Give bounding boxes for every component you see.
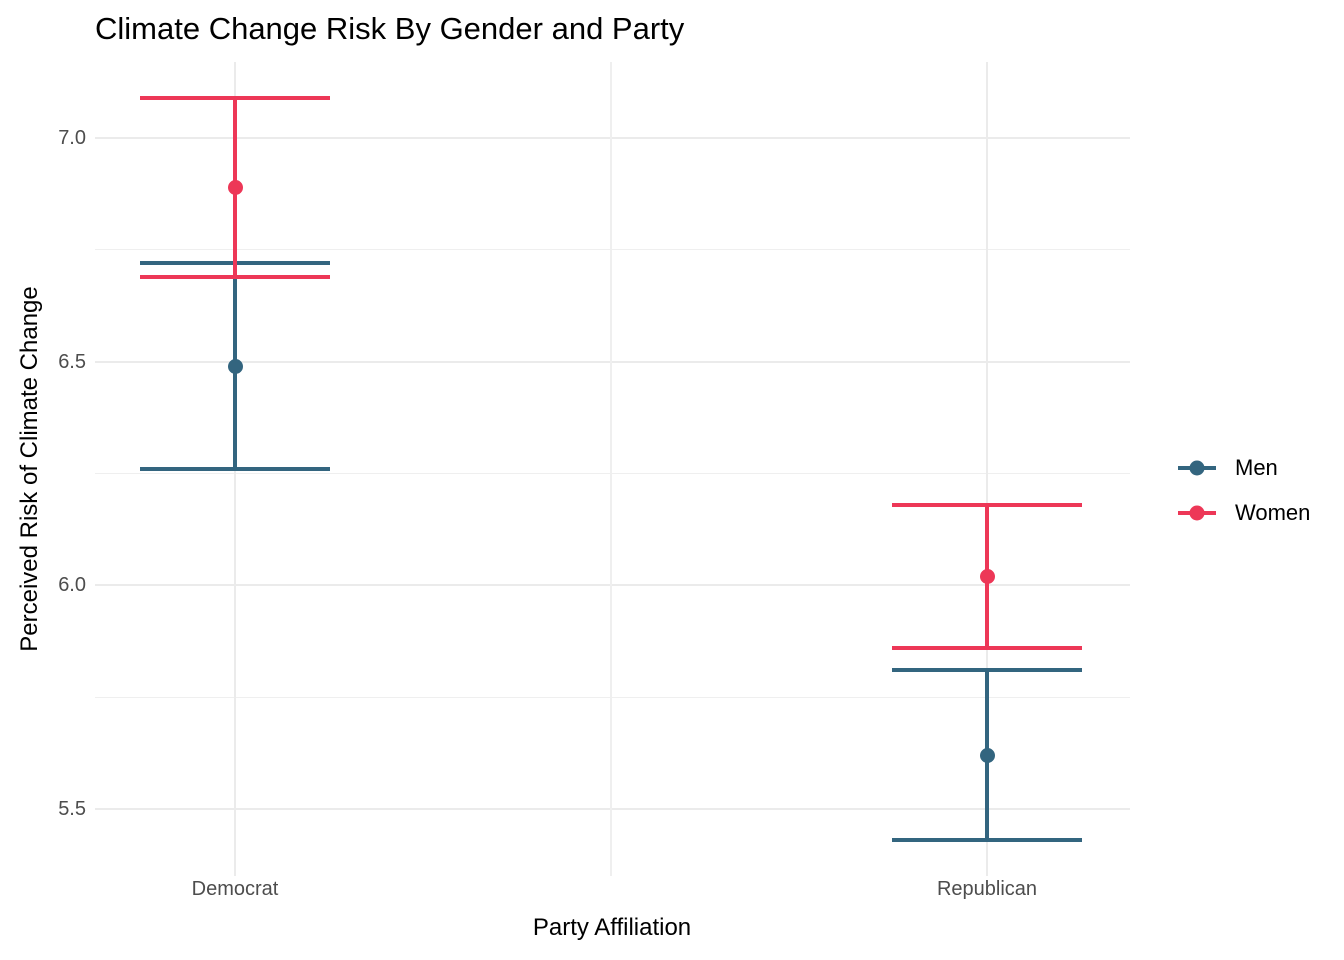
gridline-y-major [95, 137, 1130, 140]
errorbar-cap-lower-men-republican [892, 838, 1082, 843]
point-women-republican [979, 568, 995, 584]
gridline-y-minor [95, 696, 1130, 698]
errorbar-cap-lower-women-democrat [140, 274, 330, 279]
x-tick-label-democrat: Democrat [191, 878, 279, 900]
plot-panel [95, 62, 1130, 876]
errorbar-cap-upper-women-republican [892, 502, 1082, 507]
gridline-y-minor [95, 472, 1130, 474]
legend-label: Women [1235, 499, 1311, 525]
errorbar-cap-upper-women-democrat [140, 95, 330, 100]
legend-key-icon [1178, 504, 1216, 521]
gridline-x-minor [610, 62, 612, 876]
errorbar-cap-lower-women-republican [892, 645, 1082, 650]
legend-item-men: Men [1178, 445, 1310, 490]
point-men-republican [979, 747, 995, 763]
errorbar-cap-upper-men-republican [892, 668, 1082, 673]
x-tick-label-republican: Republican [936, 878, 1038, 900]
legend-item-women: Women [1178, 490, 1310, 535]
legend-label: Men [1235, 454, 1278, 480]
x-axis-title: Party Affiliation [532, 914, 692, 941]
gridline-x-major [986, 62, 988, 876]
legend-key-dot [1189, 505, 1205, 520]
chart-title: Climate Change Risk By Gender and Party [95, 11, 685, 46]
errorbar-cap-lower-men-democrat [140, 467, 330, 471]
gridline-y-minor [95, 249, 1130, 251]
point-women-democrat [227, 179, 243, 195]
gridline-y-major [95, 360, 1130, 363]
y-axis-title: Perceived Risk of Climate Change [16, 286, 43, 652]
legend-key-dot [1189, 460, 1205, 475]
gridline-y-major [95, 807, 1130, 810]
y-tick-label: 6.5 [58, 350, 86, 373]
legend-key-icon [1178, 459, 1216, 476]
y-tick-label: 5.5 [58, 797, 86, 820]
point-men-democrat [227, 358, 243, 374]
y-tick-label: 6.0 [58, 574, 86, 597]
y-tick-label: 7.0 [58, 127, 86, 150]
legend: Men Women [1178, 445, 1310, 535]
gridline-y-major [95, 584, 1130, 587]
